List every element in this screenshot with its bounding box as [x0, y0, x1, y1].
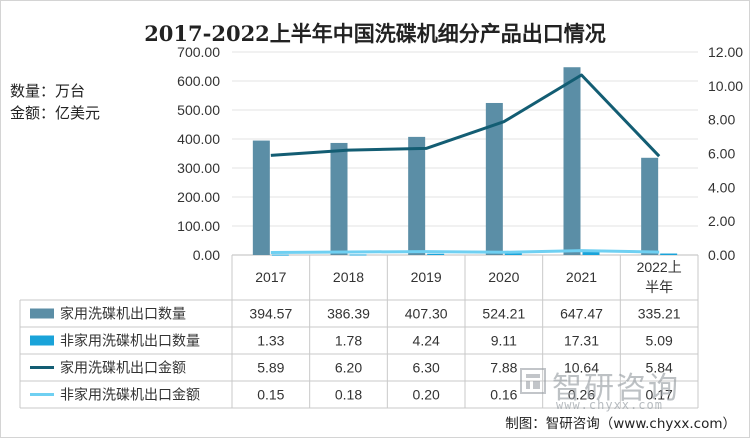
bars	[252, 67, 678, 256]
y-right-tick-label: 12.00	[708, 44, 743, 60]
watermark-logo-icon	[520, 368, 546, 394]
table-cell-value: 394.57	[249, 306, 292, 322]
table-cell-value: 6.20	[335, 360, 362, 376]
table-cell-value: 17.31	[564, 333, 599, 349]
series-line	[270, 249, 660, 254]
y-right-tick-label: 10.00	[708, 78, 743, 94]
x-category-label: 2022上半年	[637, 259, 682, 295]
table-cell-value: 10.64	[564, 360, 599, 376]
table-cell-value: 0.18	[335, 387, 362, 403]
x-category-label: 2018	[333, 269, 364, 285]
y-left-tick-label: 100.00	[177, 218, 220, 234]
y-left-tick-label: 300.00	[177, 160, 220, 176]
series-lines	[270, 73, 661, 254]
bar	[504, 252, 522, 255]
table-cell-value: 7.88	[490, 360, 517, 376]
table-cell-value: 5.89	[257, 360, 284, 376]
table-cell-value: 386.39	[327, 306, 370, 322]
table-cell-value: 5.84	[646, 360, 673, 376]
y-right-tick-label: 4.00	[708, 179, 735, 195]
table-cell-value: 0.16	[490, 387, 517, 403]
table-cell-value: 0.15	[257, 387, 284, 403]
quantity-unit-label: 数量：万台	[10, 82, 86, 100]
table-cell-value: 335.21	[638, 306, 681, 322]
bar	[349, 254, 367, 256]
y-left-tick-label: 600.00	[177, 73, 220, 89]
table-cell-value: 0.17	[646, 387, 673, 403]
legend-label: 非家用洗碟机出口数量	[60, 333, 200, 349]
y-right-tick-label: 6.00	[708, 146, 735, 162]
y-right-tick-label: 0.00	[708, 247, 735, 263]
legend-label: 非家用洗碟机出口金额	[60, 387, 200, 403]
table-cell-value: 0.26	[568, 387, 595, 403]
table-cell-value: 0.20	[413, 387, 440, 403]
table-cell-value: 1.78	[335, 333, 362, 349]
y-right-tick-label: 2.00	[708, 213, 735, 229]
y-left-tick-label: 700.00	[177, 44, 220, 60]
table-cell-value: 1.33	[257, 333, 284, 349]
x-category-label: 2017	[255, 269, 286, 285]
series-line	[270, 73, 661, 158]
table-cell-value: 647.47	[560, 306, 603, 322]
y-left-tick-label: 400.00	[177, 131, 220, 147]
bar	[485, 102, 503, 256]
bar	[427, 253, 445, 255]
table-cell-value: 4.24	[413, 333, 440, 349]
bar	[660, 253, 678, 255]
axis-labels: 0.00 100.00 200.00 300.00 400.00 500.00 600.00…	[177, 44, 743, 263]
watermark-text: 智研咨询	[552, 371, 680, 406]
legend-label: 家用洗碟机出口数量	[60, 306, 186, 322]
amount-unit-label: 金额：亿美元	[10, 104, 101, 122]
bar	[252, 140, 270, 255]
bar	[408, 136, 426, 255]
y-left-tick-label: 500.00	[177, 102, 220, 118]
y-left-tick-label: 200.00	[177, 189, 220, 205]
bar	[330, 142, 348, 255]
table-cell-value: 5.09	[646, 333, 673, 349]
watermark-url: www.chyxx.com	[556, 398, 663, 412]
table-cell-value: 6.30	[413, 360, 440, 376]
x-category-label: 2019	[411, 269, 442, 285]
table-cell-value: 407.30	[405, 306, 448, 322]
x-category-label: 2020	[488, 269, 519, 285]
x-category-label: 2021	[566, 269, 597, 285]
bar	[271, 254, 289, 256]
legend-swatch	[30, 335, 54, 346]
legend-swatch	[30, 308, 54, 319]
chart-title: 2017-2022上半年中国洗碟机细分产品出口情况	[144, 21, 606, 46]
bar	[641, 157, 659, 255]
legend-label: 家用洗碟机出口金额	[60, 360, 186, 376]
y-left-tick-label: 0.00	[193, 247, 220, 263]
table-cell-value: 9.11	[491, 333, 517, 349]
source-credit: 制图：智研咨询（www.chyxx.com）	[505, 416, 736, 432]
table-cell-value: 524.21	[482, 306, 525, 322]
bar	[582, 249, 600, 255]
y-right-tick-label: 8.00	[708, 112, 735, 128]
bar	[563, 67, 581, 255]
